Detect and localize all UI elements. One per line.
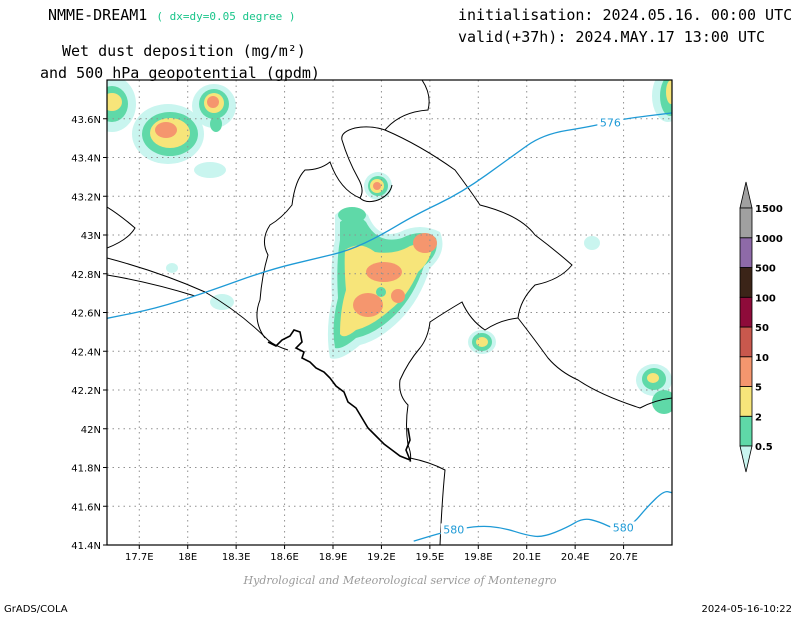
legend-level-label: 0.5 [755,442,773,453]
lon-tick-label: 18.9E [319,552,348,563]
lon-tick-label: 18.6E [270,552,299,563]
legend-swatch [739,326,753,358]
contour-label: 576 [600,117,621,130]
contour-576 [107,112,672,319]
software-label: GrADS/COLA [4,604,68,615]
lat-tick-label: 43.2N [71,192,101,203]
lon-tick-label: 19.2E [367,552,396,563]
legend-swatch [739,207,753,239]
contour-label-bg [597,116,624,129]
lat-tick-label: 42.2N [71,386,101,397]
lat-tick-label: 42N [81,425,101,436]
lon-tick-label: 17.7E [125,552,154,563]
legend-swatch [739,237,753,268]
lon-tick-label: 20.1E [512,552,541,563]
legend-level-label: 500 [755,264,776,275]
legend-level-label: 10 [755,353,769,364]
legend-top-arrow [739,181,753,209]
contour-label-bg [440,523,467,536]
coastline [267,329,412,462]
resolution-label: ( dx=dy=0.05 degree ) [156,10,296,23]
legend-swatch [739,386,753,417]
lon-tick-label: 19.8E [464,552,493,563]
legend-level-label: 2 [755,412,762,423]
legend-level-label: 5 [755,383,762,394]
lat-tick-label: 42.8N [71,270,101,281]
lon-tick-label: 18.3E [222,552,251,563]
contour-label-bg [610,521,637,534]
color-legend: 0.5 2 5 10 50 100 500 1000 1500 [739,181,783,473]
model-name: NMME-DREAM1 ( dx=dy=0.05 degree ) [48,6,296,24]
legend-swatch [739,267,753,298]
lat-tick-label: 43.4N [71,154,101,165]
legend-level-label: 1500 [755,204,783,215]
lon-tick-label: 20.4E [561,552,590,563]
legend-level-label: 50 [755,323,769,334]
geopotential-contours: 576 580 580 [107,112,672,542]
lat-tick-label: 41.8N [71,464,101,475]
deposition-fields [107,80,672,414]
contour-label: 580 [443,523,464,536]
legend-level-label: 1000 [755,234,783,245]
lon-tick-label: 20.7E [609,552,638,563]
timestamp-label: 2024-05-16-10:22 [701,604,792,615]
initialisation-label: initialisation: 2024.05.16. 00:00 UTC [458,6,793,24]
legend-level-label: 100 [755,293,776,304]
credit-line: Hydrological and Meteorological service … [243,574,557,587]
map-title-line2: and 500 hPa geopotential (gpdm) [40,64,320,82]
lat-tick-label: 43N [81,231,101,242]
lat-tick-label: 42.6N [71,309,101,320]
latitude-axis: 41.4N 41.6N 41.8N 42N 42.2N 42.4N 42.6N 42.8N 43… [71,115,107,552]
lat-tick-label: 42.4N [71,347,101,358]
legend-swatch [739,296,753,328]
legend-swatch [739,356,753,387]
longitude-axis: 17.7E 18E 18.3E 18.6E 18.9E 19.2E 19.5E 19.8E 20… [125,545,638,563]
legend-swatch [739,415,753,447]
lon-tick-label: 19.5E [416,552,445,563]
contour-label: 580 [613,522,634,535]
lat-tick-label: 41.4N [71,541,101,552]
legend-bottom-arrow [739,445,753,473]
lat-tick-label: 41.6N [71,502,101,513]
lon-tick-label: 18E [178,552,197,563]
valid-time-label: valid(+37h): 2024.MAY.17 13:00 UTC [458,28,766,46]
map-title-line1: Wet dust deposition (mg/m²) [62,42,306,60]
lat-tick-label: 43.6N [71,115,101,126]
